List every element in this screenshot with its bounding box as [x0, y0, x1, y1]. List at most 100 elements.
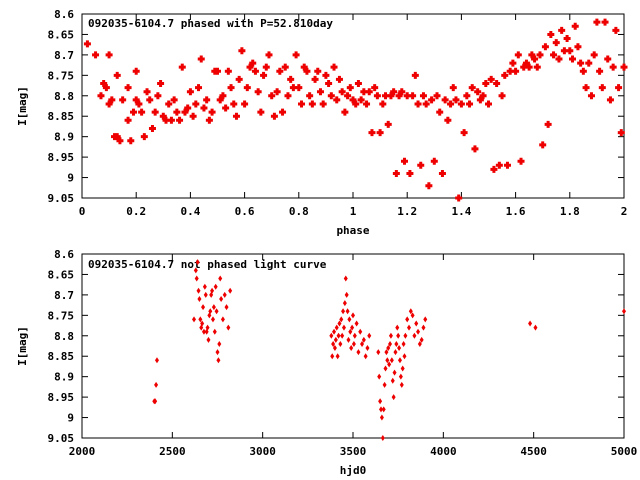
- raw-data-point: [405, 316, 410, 323]
- phased-data-point: [528, 51, 536, 59]
- phased-y-tick-label: 9: [67, 172, 74, 185]
- phased-data-point: [346, 84, 354, 92]
- phased-data-point: [360, 88, 368, 96]
- phased-data-point: [398, 88, 406, 96]
- phased-data-point: [503, 161, 511, 169]
- phased-data-point: [105, 100, 113, 108]
- phased-data-point: [368, 129, 376, 137]
- phased-data-point: [116, 137, 124, 145]
- phased-data-point: [490, 165, 498, 173]
- phased-data-point: [476, 96, 484, 104]
- phased-data-point: [487, 75, 495, 83]
- phased-data-point: [606, 96, 614, 104]
- phased-data-point: [493, 80, 501, 88]
- raw-data-point: [192, 316, 197, 323]
- raw-data-point: [351, 312, 355, 319]
- phased-data-point: [452, 96, 460, 104]
- raw-data-point: [416, 328, 421, 335]
- phased-data-point: [292, 51, 300, 59]
- raw-data-point: [389, 357, 394, 364]
- raw-data-point: [347, 316, 352, 323]
- phased-data-point: [222, 104, 230, 112]
- phased-data-point: [214, 67, 221, 75]
- phased-data-point: [279, 108, 287, 116]
- phased-data-point: [520, 63, 528, 71]
- phased-data-point: [311, 75, 319, 83]
- phased-x-tick-label: 0.2: [126, 205, 146, 218]
- raw-x-tick-label: 4500: [520, 445, 547, 458]
- phased-plot-frame: [81, 13, 625, 199]
- raw-data-point: [346, 336, 351, 343]
- raw-data-point: [354, 320, 359, 327]
- phased-data-point: [596, 67, 604, 75]
- phased-data-point: [517, 157, 525, 165]
- phased-data-point: [268, 92, 276, 100]
- phased-x-tick-label: 0.6: [235, 205, 255, 218]
- phased-data-point: [615, 84, 623, 92]
- raw-data-point: [332, 345, 337, 352]
- phased-data-point: [143, 88, 151, 96]
- phased-data-point: [83, 40, 91, 48]
- raw-data-point: [421, 324, 426, 331]
- raw-data-point: [388, 340, 393, 347]
- phased-data-point: [585, 59, 593, 67]
- phased-data-point: [132, 96, 140, 104]
- phased-data-point: [560, 47, 568, 55]
- raw-data-point: [212, 328, 217, 335]
- phased-data-point: [433, 92, 441, 100]
- phased-data-point: [316, 88, 324, 96]
- phased-data-point: [108, 96, 116, 104]
- raw-y-tick-label: 8.8: [54, 330, 74, 343]
- phased-data-point: [365, 88, 373, 96]
- raw-data-point: [419, 336, 424, 343]
- phased-data-point: [566, 47, 574, 55]
- phased-data-point: [165, 100, 173, 108]
- phased-data-point: [287, 75, 295, 83]
- phased-data-point: [254, 88, 262, 96]
- phased-data-point: [119, 96, 127, 104]
- phased-data-point: [249, 59, 257, 67]
- raw-x-tick-label: 5000: [611, 445, 638, 458]
- phased-data-point: [333, 96, 341, 104]
- phased-data-point: [582, 84, 590, 92]
- phased-x-tick-label: 1.8: [560, 205, 580, 218]
- phased-data-point: [306, 92, 314, 100]
- phased-x-tick-label: 1.2: [397, 205, 417, 218]
- raw-data-point: [356, 349, 361, 356]
- phased-data-point: [444, 116, 452, 124]
- phased-data-point: [363, 100, 371, 108]
- phased-data-point: [571, 22, 579, 30]
- raw-data-point: [388, 332, 393, 339]
- phased-data-point: [92, 51, 100, 59]
- raw-data-point: [208, 308, 213, 315]
- phased-x-axis-label: phase: [336, 224, 369, 237]
- phased-data-point: [498, 92, 506, 100]
- raw-data-point: [423, 316, 428, 323]
- phased-data-point: [97, 92, 105, 100]
- phased-data-point: [406, 169, 414, 177]
- phased-data-point: [273, 88, 281, 96]
- raw-x-tick-label: 4000: [430, 445, 457, 458]
- phased-data-point: [354, 80, 362, 88]
- phased-data-point: [555, 55, 563, 63]
- phased-data-point: [428, 96, 436, 104]
- phased-data-point: [186, 88, 194, 96]
- raw-data-point: [203, 291, 208, 298]
- phased-data-point: [449, 84, 457, 92]
- raw-data-point: [339, 316, 344, 323]
- phased-data-point: [219, 92, 227, 100]
- phased-data-point: [192, 100, 200, 108]
- phased-data-point: [579, 67, 587, 75]
- phased-data-point: [335, 75, 343, 83]
- raw-data-point: [333, 336, 338, 343]
- phased-y-tick-label: 8.95: [48, 151, 75, 164]
- raw-data-point: [343, 275, 348, 282]
- phased-data-point: [604, 55, 612, 63]
- raw-data-point: [407, 324, 412, 331]
- raw-data-point: [341, 324, 346, 331]
- phased-data-point: [522, 59, 530, 67]
- phased-data-point: [289, 84, 297, 92]
- phased-data-point: [509, 59, 517, 67]
- phased-data-point: [243, 84, 251, 92]
- raw-data-point: [214, 308, 219, 315]
